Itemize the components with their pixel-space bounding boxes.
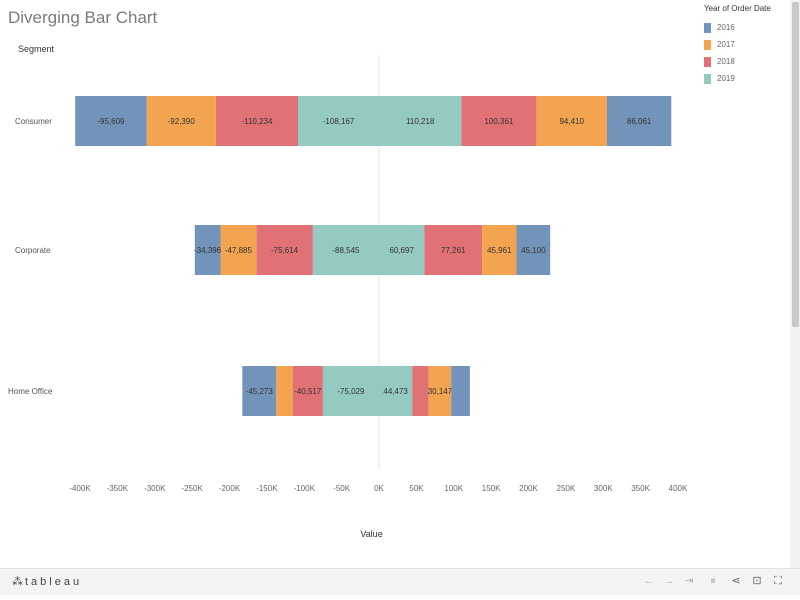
vertical-scrollbar[interactable]: ▼ [790, 0, 800, 590]
x-axis-title: Value [360, 529, 382, 539]
bar-negative-2019 [298, 96, 379, 146]
chart-title: Diverging Bar Chart [8, 8, 158, 27]
legend-label: 2019 [717, 74, 735, 83]
x-tick-label: 350K [631, 484, 650, 493]
bar-positive-2016 [451, 366, 470, 416]
legend-item-2019[interactable]: 2019 [704, 70, 794, 87]
x-tick-label: -150K [256, 484, 278, 493]
category-label-home-office: Home Office [8, 387, 53, 396]
x-tick-label: 150K [482, 484, 501, 493]
x-tick-label: 300K [594, 484, 613, 493]
data-label: -92,390 [168, 117, 196, 126]
data-label: 44,473 [383, 387, 408, 396]
data-label: 110,218 [406, 117, 435, 126]
legend-label: 2017 [717, 40, 735, 49]
x-tick-label: -350K [107, 484, 129, 493]
legend-item-2017[interactable]: 2017 [704, 36, 794, 53]
bar-positive-2019 [379, 225, 425, 275]
data-label: -110,234 [241, 117, 273, 126]
x-tick-label: 400K [669, 484, 688, 493]
data-label: -45,273 [246, 387, 274, 396]
bar-positive-2019 [379, 96, 462, 146]
x-tick-label: 200K [519, 484, 538, 493]
bar-negative-2016 [194, 225, 221, 275]
bar-negative-2016 [242, 366, 277, 416]
data-label: 30,147 [428, 387, 453, 396]
x-tick-label: -100K [294, 484, 316, 493]
revert-icon[interactable]: ⇥ [684, 575, 694, 587]
data-label: -108,167 [323, 117, 355, 126]
bar-positive-2017 [536, 96, 607, 146]
x-tick-label: -200K [219, 484, 241, 493]
legend-label: 2016 [717, 23, 735, 32]
bar-positive-2016 [516, 225, 551, 275]
data-label: -88,545 [332, 246, 360, 255]
x-tick-label: -400K [69, 484, 91, 493]
x-tick-label: 250K [557, 484, 576, 493]
undo-icon[interactable]: ← [643, 575, 655, 587]
data-label: 60,697 [389, 246, 414, 255]
data-label: 45,961 [487, 246, 512, 255]
data-label: -47,885 [225, 246, 253, 255]
bar-negative-2018 [215, 96, 299, 146]
share-icon[interactable]: ⋖ [731, 575, 741, 587]
bar-positive-2017 [482, 225, 517, 275]
segment-axis-header: Segment [18, 44, 55, 54]
scroll-thumb[interactable] [792, 2, 799, 327]
bar-positive-2018 [461, 96, 537, 146]
legend-swatch [704, 56, 711, 67]
tableau-logo-mark-icon: ⁂ [12, 576, 23, 588]
diverging-bar-chart: Consumer -108,167 -110,234 -92,390 -95,609 11… [8, 55, 688, 539]
bar-positive-2018 [424, 225, 483, 275]
legend-item-2016[interactable]: 2016 [704, 19, 794, 36]
bar-negative-2017 [146, 96, 216, 146]
legend-label: 2018 [717, 57, 735, 66]
tableau-logo-text: tableau [25, 576, 83, 588]
x-tick-label: -300K [144, 484, 166, 493]
data-label: -95,609 [97, 117, 125, 126]
x-tick-label: -250K [181, 484, 203, 493]
legend: Year of Order Date 2016 2017 2018 2019 [704, 4, 794, 87]
x-tick-label: 50K [409, 484, 424, 493]
legend-title: Year of Order Date [704, 4, 771, 13]
bar-positive-2016 [606, 96, 672, 146]
bar-negative-2017 [220, 225, 257, 275]
bar-negative-2018 [292, 366, 323, 416]
bar-negative-2016 [75, 96, 147, 146]
download-icon[interactable]: ⊡ [752, 575, 762, 587]
x-tick-label: 100K [444, 484, 463, 493]
tableau-logo[interactable]: ⁂ tableau [12, 575, 82, 588]
category-label-corporate: Corporate [15, 246, 51, 255]
redo-icon[interactable]: → [663, 575, 675, 587]
legend-swatch [704, 73, 711, 84]
data-label: 100,361 [484, 117, 513, 126]
data-label: -75,614 [271, 246, 299, 255]
bar-positive-2017 [428, 366, 452, 416]
legend-item-2018[interactable]: 2018 [704, 53, 794, 70]
x-tick-label: -50K [333, 484, 351, 493]
legend-swatch [704, 22, 711, 33]
data-label: -34,396 [194, 246, 222, 255]
category-label-consumer: Consumer [15, 117, 52, 126]
bar-negative-2019 [312, 225, 379, 275]
data-label: -75,029 [337, 387, 365, 396]
data-label: 77,261 [441, 246, 466, 255]
bar-positive-2019 [379, 366, 413, 416]
data-label: -40,517 [294, 387, 322, 396]
legend-swatch [704, 39, 711, 50]
bar-negative-2018 [256, 225, 313, 275]
data-label: 45,100 [521, 246, 546, 255]
tableau-toolbar: ⁂ tableau ← → ⇥ ⏸ ⋖ ⊡ ⛶ [0, 568, 800, 595]
x-tick-label: 0K [374, 484, 384, 493]
fullscreen-icon[interactable]: ⛶ [774, 575, 782, 587]
bar-negative-2019 [322, 366, 379, 416]
pause-icon[interactable]: ⏸ [710, 575, 716, 587]
bar-negative-2017 [276, 366, 293, 416]
bar-positive-2018 [412, 366, 429, 416]
data-label: 94,410 [559, 117, 584, 126]
data-label: 86,061 [627, 117, 652, 126]
